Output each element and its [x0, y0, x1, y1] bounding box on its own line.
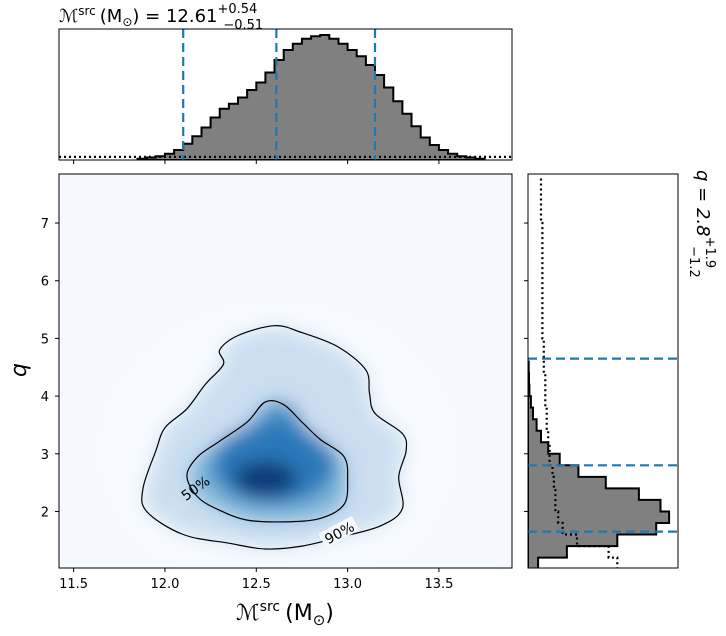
- x-tick-label: 13.5: [424, 577, 453, 592]
- y-tick-label: 5: [41, 332, 49, 347]
- right-prior-line: [539, 176, 619, 568]
- right-panel-frame: [527, 173, 679, 569]
- x-tick-label: 12.0: [150, 577, 179, 592]
- heatmap: [103, 305, 454, 568]
- contour-50: [186, 400, 349, 523]
- density-peak: [233, 460, 298, 497]
- x-tick-label: 12.5: [242, 577, 271, 592]
- right-title: q = 2.8+1.9−1.2: [686, 170, 717, 278]
- y-tick-label: 4: [41, 390, 49, 405]
- y-tick-label: 2: [41, 505, 49, 520]
- y-tick-label: 7: [41, 217, 49, 232]
- right-marginal-panel: q = 2.8+1.9−1.2: [524, 170, 717, 569]
- top-histogram: [136, 34, 486, 160]
- top-title: ℳsrc (M⊙) = 12.61+0.54 −0.51: [59, 2, 263, 33]
- main-panel-frame: [58, 173, 513, 569]
- top-marginal-panel: ℳsrc (M⊙) = 12.61+0.54 −0.51: [58, 2, 513, 164]
- x-tick-label: 11.5: [59, 577, 88, 592]
- y-axis-label: q: [7, 363, 32, 377]
- x-tick-label: 13.0: [333, 577, 362, 592]
- x-axis-label: ℳsrc (M⊙): [236, 599, 334, 629]
- contour-90: [141, 325, 408, 550]
- y-tick-label: 3: [41, 448, 49, 463]
- y-tick-label: 6: [41, 275, 49, 290]
- top-panel-frame: [58, 28, 513, 161]
- density-lobe: [258, 400, 303, 445]
